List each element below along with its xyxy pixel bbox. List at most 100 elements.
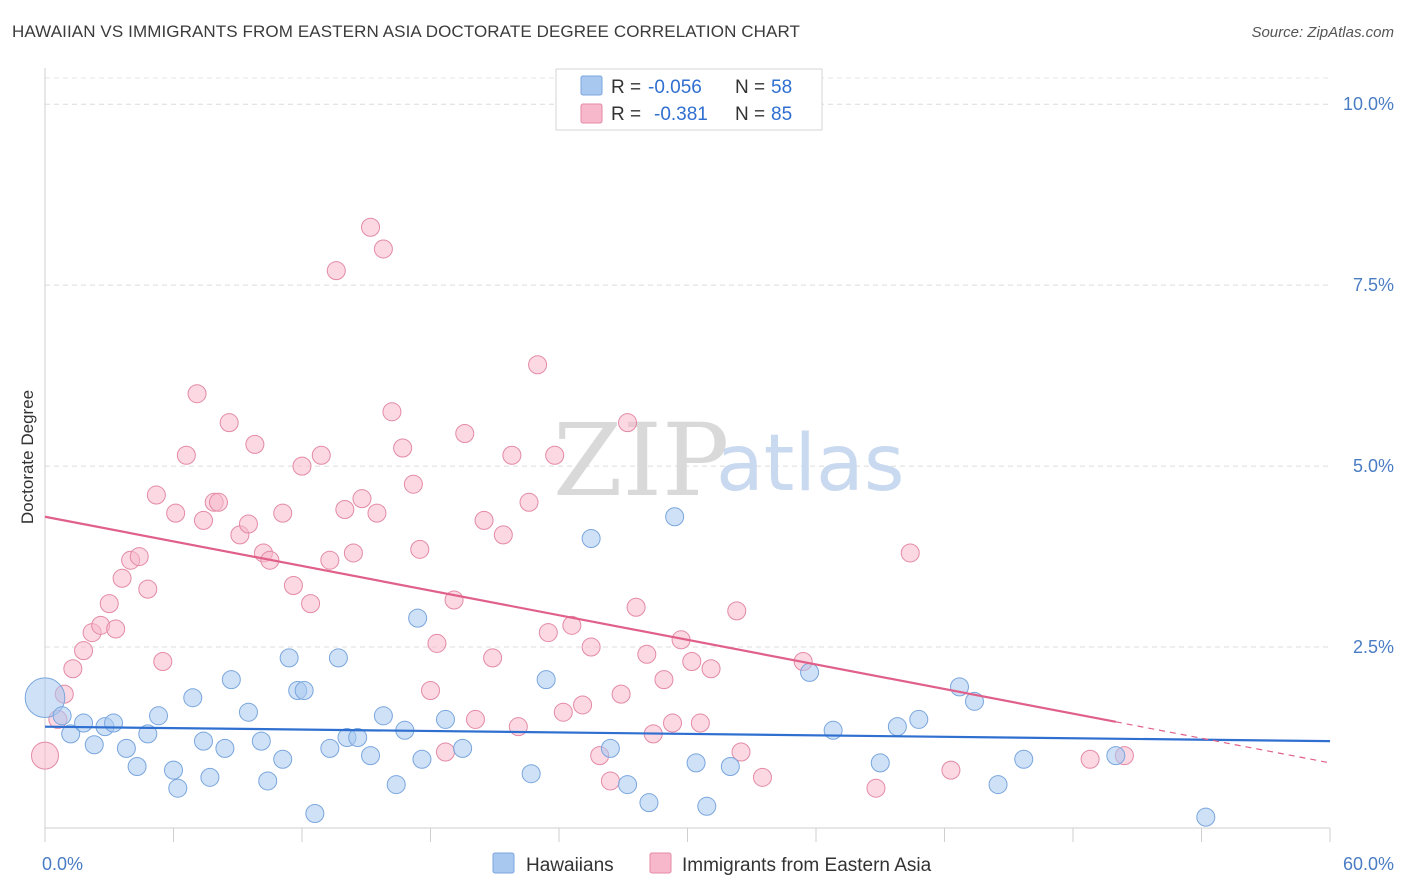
- trend-line-eastern-asia: [44, 515, 1117, 723]
- point-hawaiians: [1014, 749, 1034, 769]
- legend-swatch-eastern-asia: [580, 103, 603, 124]
- point-hawaiians: [453, 738, 473, 758]
- chart-title: HAWAIIAN VS IMMIGRANTS FROM EASTERN ASIA…: [12, 22, 801, 41]
- point-hawaiians: [149, 706, 169, 726]
- point-eastern-asia: [465, 709, 485, 729]
- point-eastern-asia: [545, 445, 565, 465]
- point-hawaiians: [686, 753, 706, 773]
- legend-n-label: N =: [735, 104, 765, 125]
- point-hawaiians: [521, 764, 541, 784]
- point-eastern-asia: [727, 601, 747, 621]
- legend-n-value-hawaiians: 58: [771, 77, 792, 98]
- point-eastern-asia: [455, 424, 475, 444]
- point-eastern-asia: [311, 445, 331, 465]
- point-eastern-asia: [519, 492, 539, 512]
- watermark: ZIP atlas: [553, 402, 905, 519]
- point-eastern-asia: [626, 597, 646, 617]
- bottom-legend-swatch-eastern-asia: [649, 852, 672, 874]
- point-eastern-asia: [245, 434, 265, 454]
- point-eastern-asia: [1080, 749, 1100, 769]
- point-hawaiians: [536, 670, 556, 690]
- point-hawaiians: [1106, 746, 1126, 766]
- tick-labels: 2.5% 5.0% 7.5% 10.0% 0.0% 60.0%: [42, 94, 1394, 874]
- point-hawaiians: [870, 753, 890, 773]
- point-hawaiians: [61, 724, 81, 744]
- point-hawaiians: [988, 775, 1008, 795]
- point-eastern-asia: [581, 637, 601, 657]
- point-eastern-asia: [393, 438, 413, 458]
- point-hawaiians: [52, 706, 72, 726]
- point-hawaiians: [74, 713, 94, 733]
- point-hawaiians: [720, 756, 740, 776]
- legend-r-value-eastern-asia: -0.381: [654, 104, 708, 125]
- point-eastern-asia: [343, 543, 363, 563]
- point-eastern-asia: [573, 695, 593, 715]
- point-eastern-asia: [273, 503, 293, 523]
- point-hawaiians: [320, 738, 340, 758]
- legend-n-value-eastern-asia: 85: [771, 104, 792, 125]
- point-eastern-asia: [63, 659, 83, 679]
- y-tick-label: 7.5%: [1353, 275, 1394, 295]
- point-hawaiians: [600, 738, 620, 758]
- point-eastern-asia: [403, 474, 423, 494]
- point-eastern-asia: [637, 644, 657, 664]
- point-hawaiians: [800, 662, 820, 682]
- point-eastern-asia: [361, 217, 381, 237]
- trend-lines: [44, 515, 1331, 764]
- point-eastern-asia: [410, 539, 430, 559]
- legend-r-label: R =: [611, 104, 641, 125]
- point-hawaiians: [116, 738, 136, 758]
- point-hawaiians: [273, 749, 293, 769]
- bottom-legend-swatch-hawaiians: [492, 852, 515, 874]
- point-hawaiians: [251, 731, 271, 751]
- point-hawaiians: [348, 728, 368, 748]
- point-eastern-asia: [502, 445, 522, 465]
- point-eastern-asia: [138, 579, 158, 599]
- point-eastern-asia: [752, 767, 772, 787]
- point-eastern-asia: [618, 413, 638, 433]
- point-hawaiians: [221, 670, 241, 690]
- point-eastern-asia: [493, 525, 513, 545]
- legend-r-label: R =: [611, 77, 641, 98]
- point-eastern-asia: [326, 261, 346, 281]
- point-hawaiians: [238, 702, 258, 722]
- y-tick-label: 2.5%: [1353, 637, 1394, 657]
- point-eastern-asia: [176, 445, 196, 465]
- point-eastern-asia: [663, 713, 683, 733]
- point-eastern-asia: [654, 670, 674, 690]
- point-eastern-asia: [129, 547, 149, 567]
- point-hawaiians: [581, 528, 601, 548]
- point-eastern-asia: [373, 239, 393, 259]
- point-eastern-asia: [382, 402, 402, 422]
- point-eastern-asia: [238, 514, 258, 534]
- legend-r-value-hawaiians: -0.056: [648, 77, 702, 98]
- point-hawaiians: [24, 677, 66, 719]
- point-eastern-asia: [335, 500, 355, 520]
- point-eastern-asia: [435, 742, 455, 762]
- point-hawaiians: [215, 738, 235, 758]
- point-hawaiians: [127, 756, 147, 776]
- point-hawaiians: [328, 648, 348, 668]
- point-hawaiians: [618, 775, 638, 795]
- point-hawaiians: [84, 735, 104, 755]
- point-eastern-asia: [193, 510, 213, 530]
- watermark-zip: ZIP: [553, 402, 729, 519]
- point-hawaiians: [386, 775, 406, 795]
- point-eastern-asia: [31, 741, 59, 770]
- point-eastern-asia: [219, 413, 239, 433]
- point-hawaiians: [305, 804, 325, 824]
- point-eastern-asia: [427, 633, 447, 653]
- point-hawaiians: [697, 796, 717, 816]
- point-eastern-asia: [553, 702, 573, 722]
- point-hawaiians: [909, 709, 929, 729]
- point-hawaiians: [138, 724, 158, 744]
- point-hawaiians: [361, 746, 381, 766]
- point-hawaiians: [408, 608, 428, 628]
- point-eastern-asia: [483, 648, 503, 668]
- point-hawaiians: [665, 507, 685, 527]
- legend-swatch-hawaiians: [580, 75, 603, 96]
- point-eastern-asia: [562, 615, 582, 635]
- point-hawaiians: [435, 709, 455, 729]
- point-hawaiians: [104, 713, 124, 733]
- point-eastern-asia: [600, 771, 620, 791]
